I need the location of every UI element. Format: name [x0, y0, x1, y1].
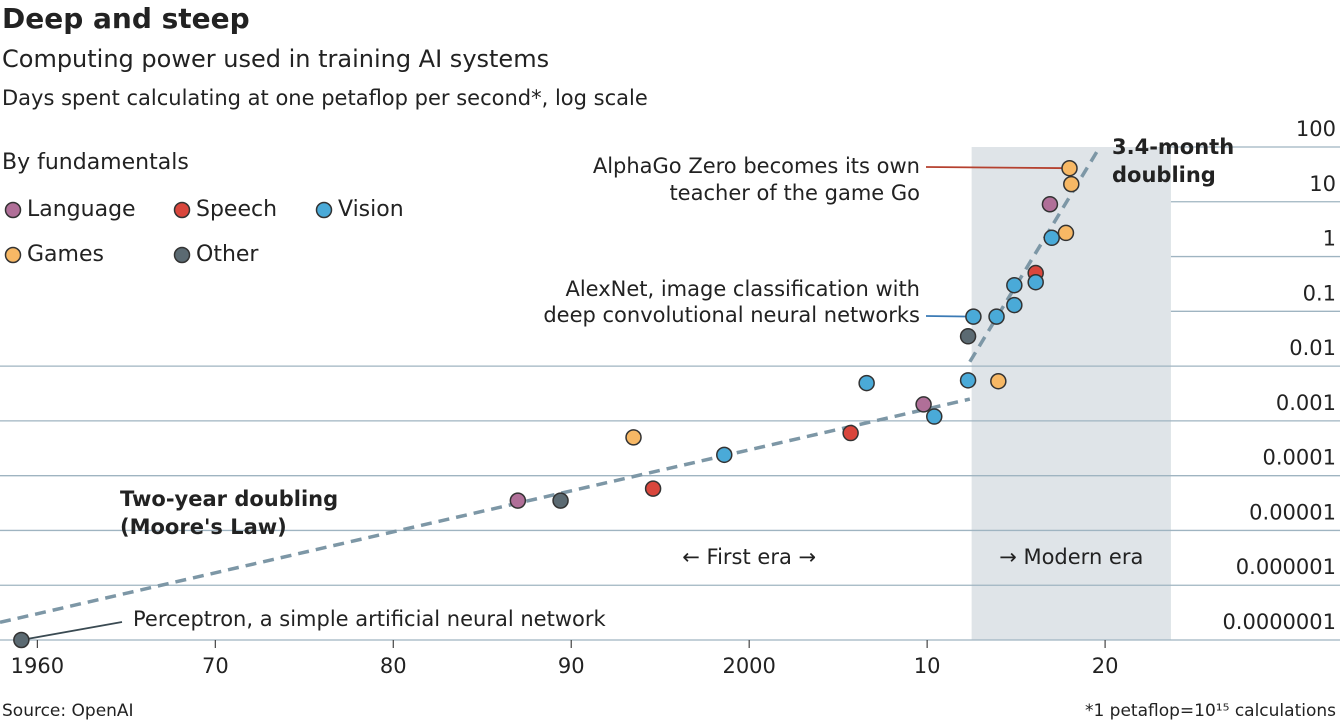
legend-swatch: [173, 201, 191, 219]
trend-label: doubling: [1112, 163, 1216, 187]
data-point: [1063, 175, 1080, 193]
trend-line: [0, 397, 971, 625]
y-axis-label: Days spent calculating at one petaflop p…: [2, 86, 648, 110]
legend-title: By fundamentals: [2, 150, 189, 175]
annotation: AlexNet, image classification with: [565, 277, 920, 301]
data-point: [509, 492, 527, 509]
x-tick-label: 10: [914, 654, 941, 678]
data-point: [1043, 229, 1060, 247]
legend-label: Vision: [338, 197, 404, 222]
data-point: [926, 408, 943, 425]
trend-label: 3.4-month: [1112, 135, 1234, 159]
x-tick-label: 2000: [722, 654, 775, 678]
y-tick-label: 0.00001: [1249, 500, 1336, 524]
data-point: [1057, 224, 1075, 242]
legend-swatch: [315, 201, 333, 219]
y-tick-label: 0.01: [1289, 336, 1336, 360]
era-label: ← First era →: [682, 545, 816, 569]
trend-line: [968, 146, 1102, 363]
chart-title: Deep and steep: [2, 2, 250, 35]
data-point: [552, 492, 569, 509]
annotation: Perceptron, a simple artificial neural n…: [133, 607, 606, 631]
source: Source: OpenAI: [2, 701, 134, 721]
annotation: AlphaGo Zero becomes its own: [593, 154, 920, 178]
chart-subtitle: Computing power used in training AI syst…: [2, 45, 549, 73]
legend-label: Games: [27, 242, 104, 267]
legend-swatch: [173, 246, 191, 264]
annotation-leader: [925, 166, 1070, 170]
data-point: [1006, 296, 1023, 314]
trend-label: (Moore's Law): [120, 515, 287, 539]
data-point: [959, 328, 977, 345]
y-tick-label: 10: [1309, 172, 1336, 196]
data-point: [965, 308, 982, 325]
data-point: [1027, 273, 1044, 291]
x-tick-label: 80: [380, 654, 407, 678]
legend-label: Speech: [196, 197, 277, 222]
x-tick-label: 1960: [11, 654, 64, 678]
data-point: [990, 372, 1007, 390]
x-tick-label: 70: [202, 654, 229, 678]
y-tick-label: 100: [1296, 117, 1336, 141]
y-tick-label: 0.0000001: [1222, 610, 1336, 634]
annotation: deep convolutional neural networks: [543, 303, 920, 327]
data-point: [842, 424, 859, 442]
data-point: [13, 631, 30, 649]
data-point: [959, 372, 977, 389]
data-point: [644, 480, 662, 497]
data-point: [915, 396, 932, 413]
era-label: → Modern era: [999, 545, 1143, 569]
y-tick-label: 0.1: [1303, 281, 1336, 305]
y-tick-label: 0.0001: [1263, 446, 1336, 470]
annotation: teacher of the game Go: [669, 181, 920, 205]
annotation-leader: [21, 621, 123, 641]
data-point: [858, 374, 875, 392]
trend-label: Two-year doubling: [120, 487, 338, 511]
x-tick-label: 20: [1092, 654, 1119, 678]
x-tick-label: 90: [558, 654, 585, 678]
legend-swatch: [4, 246, 22, 264]
y-tick-label: 0.000001: [1236, 555, 1336, 579]
data-point: [1041, 196, 1059, 213]
data-point: [625, 429, 642, 446]
data-point: [1006, 276, 1023, 294]
footnote: *1 petaflop=10¹⁵ calculations: [1085, 701, 1336, 721]
legend-label: Other: [196, 242, 259, 267]
data-point: [1061, 159, 1078, 177]
data-point: [716, 446, 733, 464]
legend-swatch: [4, 201, 22, 219]
y-tick-label: 0.001: [1276, 391, 1336, 415]
y-tick-label: 1: [1323, 227, 1336, 251]
legend-label: Language: [27, 197, 136, 222]
data-point: [988, 308, 1005, 325]
